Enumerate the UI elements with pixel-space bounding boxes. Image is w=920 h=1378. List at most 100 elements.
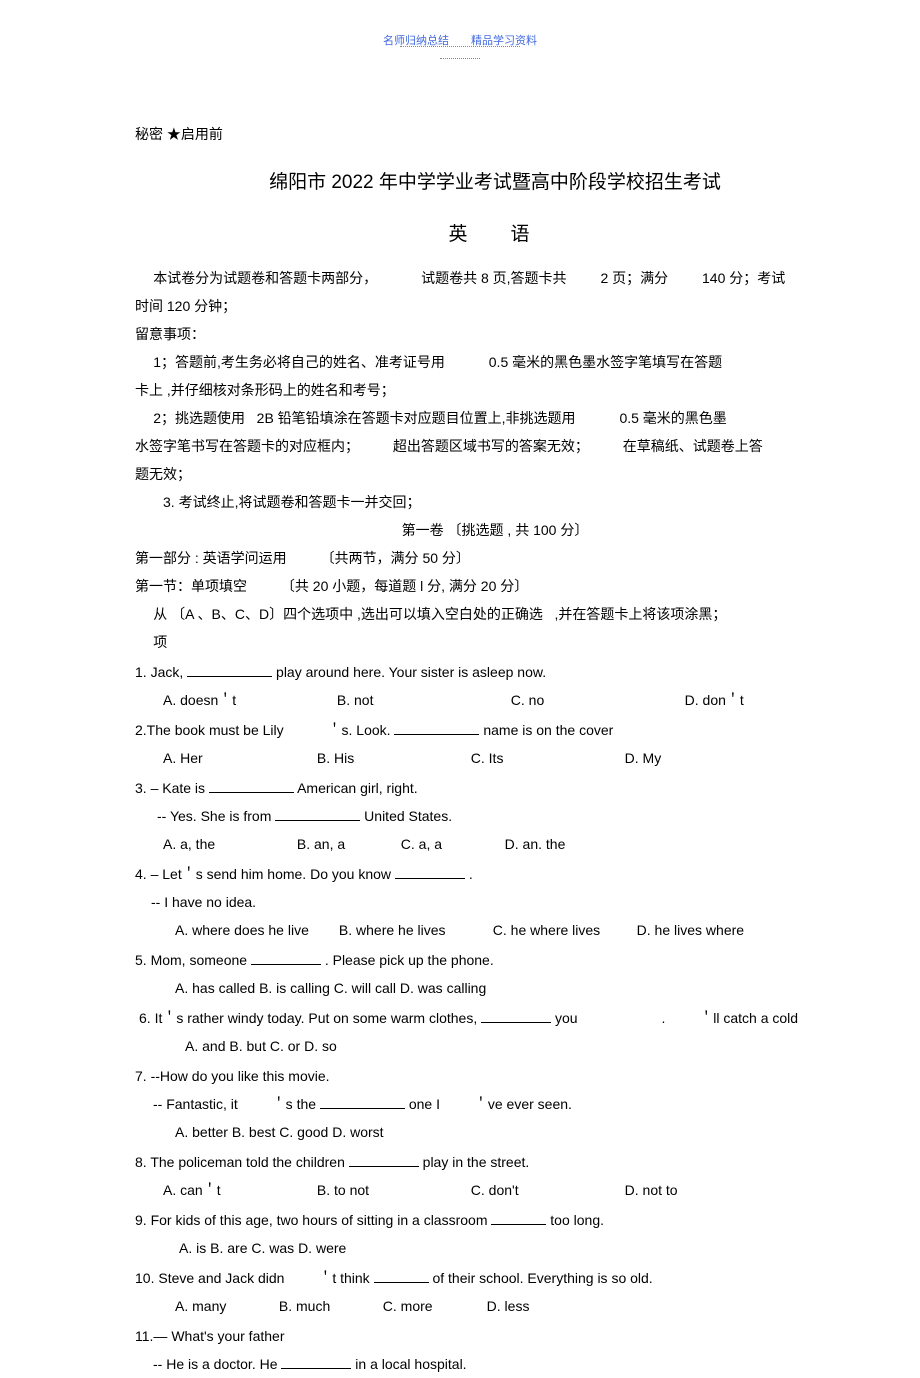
q3-options: A. a, the B. an, a C. a, a D. an. the: [135, 830, 855, 858]
q4-line2: -- I have no idea.: [135, 888, 855, 916]
q7-a: A. better: [175, 1124, 228, 1140]
intro-line1: 本试卷分为试题卷和答题卡两部分， 试题卷共 8 页,答题卡共 2 页；满分 14…: [135, 264, 855, 292]
notice2-f: 在草稿纸、试题卷上答: [623, 438, 763, 454]
q5-c: C. will call: [334, 980, 396, 996]
q8-b: B. to not: [317, 1176, 467, 1204]
q5-b: B. is calling: [259, 980, 330, 996]
q7-text-e: ＇ve ever seen.: [474, 1096, 572, 1112]
q2-text-c: name is on the cover: [483, 722, 613, 738]
section1-instr-c: 项: [135, 628, 855, 656]
q5-a: A. has called: [175, 980, 255, 996]
notice1-row2: 卡上 ,并仔细核对条形码上的姓名和考号；: [135, 376, 855, 404]
q1-a: A. doesn＇t: [163, 686, 333, 714]
q7-text-d: one I: [409, 1096, 440, 1112]
part1-title: 第一卷 〔挑选题 , 共 100 分〕: [135, 516, 855, 544]
q8-options: A. can＇t B. to not C. don't D. not to: [135, 1176, 855, 1204]
q6-a: A. and: [185, 1038, 225, 1054]
q4-options: A. where does he live B. where he lives …: [135, 916, 855, 944]
q7-options: A. better B. best C. good D. worst: [135, 1118, 855, 1146]
q6-d: D. so: [304, 1038, 337, 1054]
q6-b: B. but: [229, 1038, 266, 1054]
question-5: 5. Mom, someone . Please pick up the pho…: [135, 946, 855, 974]
q10-options: A. many B. much C. more D. less: [135, 1292, 855, 1320]
q1-options: A. doesn＇t B. not C. no D. don＇t: [135, 686, 855, 714]
q1-d: D. don＇t: [685, 686, 744, 714]
q10-b: B. much: [279, 1292, 379, 1320]
section1-b: 〔共两节，满分 50 分〕: [321, 550, 470, 566]
intro-1c: 2 页；满分: [600, 270, 668, 286]
q5-options: A. has called B. is calling C. will call…: [135, 974, 855, 1002]
q3-text-b: American girl, right.: [297, 780, 418, 796]
q1-b: B. not: [337, 686, 507, 714]
notice1-row1: 1；答题前,考生务必将自己的姓名、准考证号用 0.5 毫米的黑色墨水签字笔填写在…: [135, 348, 855, 376]
q8-d: D. not to: [625, 1176, 678, 1204]
q9-options: A. is B. are C. was D. were: [135, 1234, 855, 1262]
q8-text-b: play in the street.: [423, 1154, 530, 1170]
section1-instr-a: 从 〔A 、B、C、D〕四个选项中 ,选出可以填入空白处的正确选: [153, 606, 543, 622]
header-underline2: [440, 58, 480, 59]
question-6: 6. It＇s rather windy today. Put on some …: [135, 1004, 855, 1032]
q10-text-c: of their school. Everything is so old.: [432, 1270, 652, 1286]
q9-b: B. are: [210, 1240, 247, 1256]
subject-title: 英 语: [135, 216, 855, 254]
section1-instr: 从 〔A 、B、C、D〕四个选项中 ,选出可以填入空白处的正确选 ,并在答题卡上…: [135, 600, 855, 628]
q5-text-b: . Please pick up the phone.: [325, 952, 494, 968]
q3-line2: -- Yes. She is from United States.: [135, 802, 855, 830]
q4-c: C. he where lives: [493, 916, 633, 944]
q4-d: D. he lives where: [637, 922, 744, 938]
q9-d: D. were: [298, 1240, 346, 1256]
q7-b: B. best: [232, 1124, 276, 1140]
notice2-row1: 2；挑选题使用 2B 铅笔铅填涂在答题卡对应题目位置上,非挑选题用 0.5 毫米…: [135, 404, 855, 432]
q9-text-b: too long.: [550, 1212, 604, 1228]
q1-text-b: play around here. Your sister is asleep …: [276, 664, 546, 680]
q5-text-a: 5. Mom, someone: [135, 952, 251, 968]
question-7: 7. --How do you like this movie.: [135, 1062, 855, 1090]
q7-c: C. good: [279, 1124, 328, 1140]
notice1-b: 0.5 毫米的黑色墨水签字笔填写在答题: [489, 354, 722, 370]
q2-text-a: 2.The book must be Lily: [135, 722, 284, 738]
notice2-e: 超出答题区域书写的答案无效；: [393, 438, 589, 454]
notice2-d: 水签字笔书写在答题卡的对应框内；: [135, 438, 359, 454]
q11-text-c: in a local hospital.: [355, 1356, 466, 1372]
q2-a: A. Her: [163, 744, 313, 772]
notice2-b: 2B 铅笔铅填涂在答题卡对应题目位置上,非挑选题用: [257, 410, 576, 426]
q10-text-a: 10. Steve and Jack didn: [135, 1270, 284, 1286]
question-10: 10. Steve and Jack didn ＇t think of thei…: [135, 1264, 855, 1292]
section1-sub-b: 〔共 20 小题，每道题 l 分, 满分 20 分〕: [281, 578, 528, 594]
q9-a: A. is: [179, 1240, 206, 1256]
intro-line2: 时间 120 分钟；: [135, 292, 855, 320]
q3-text-a: 3. – Kate is: [135, 780, 209, 796]
notice3: 3. 考试终止,将试题卷和答题卡一并交回；: [135, 488, 855, 516]
q6-text-b: you: [555, 1010, 578, 1026]
q4-text-a: 4. – Let＇s send him home. Do you know: [135, 866, 395, 882]
notice2-row2: 水签字笔书写在答题卡的对应框内； 超出答题区域书写的答案无效； 在草稿纸、试题卷…: [135, 432, 855, 460]
q9-text-a: 9. For kids of this age, two hours of si…: [135, 1212, 491, 1228]
question-11: 11.— What's your father: [135, 1322, 855, 1350]
question-3: 3. – Kate is American girl, right.: [135, 774, 855, 802]
q2-d: D. My: [625, 744, 662, 772]
q11-line2: -- He is a doctor. He in a local hospita…: [135, 1350, 855, 1378]
notice2-a: 2；挑选题使用: [153, 410, 245, 426]
section1-a: 第一部分 : 英语学问运用: [135, 550, 287, 566]
notice2-row3: 题无效；: [135, 460, 855, 488]
section1-sub-a: 第一节：单项填空: [135, 578, 247, 594]
q4-b: B. where he lives: [339, 916, 489, 944]
question-4: 4. – Let＇s send him home. Do you know .: [135, 860, 855, 888]
q2-b: B. His: [317, 744, 467, 772]
q6-text-a: 6. It＇s rather windy today. Put on some …: [139, 1010, 481, 1026]
intro-1d: 140 分；考试: [702, 270, 785, 286]
document-content: 秘密 ★启用前 绵阳市 2022 年中学学业考试暨高中阶段学校招生考试 英 语 …: [135, 120, 855, 1378]
q10-d: D. less: [487, 1298, 530, 1314]
intro-1a: 本试卷分为试题卷和答题卡两部分，: [153, 270, 377, 286]
notice-label: 留意事项：: [135, 320, 855, 348]
q11-text-b: -- He is a doctor. He: [153, 1356, 281, 1372]
q2-text-b: ＇s. Look.: [328, 722, 395, 738]
q6-text-d: ＇ll catch a cold: [699, 1010, 798, 1026]
q8-a: A. can＇t: [163, 1176, 313, 1204]
section1-instr-b: ,并在答题卡上将该项涂黑；: [555, 606, 727, 622]
q9-c: C. was: [251, 1240, 294, 1256]
question-1: 1. Jack, play around here. Your sister i…: [135, 658, 855, 686]
classification-label: 秘密 ★启用前: [135, 120, 855, 148]
q7-line2: -- Fantastic, it ＇s the one I ＇ve ever s…: [135, 1090, 855, 1118]
q10-c: C. more: [383, 1292, 483, 1320]
